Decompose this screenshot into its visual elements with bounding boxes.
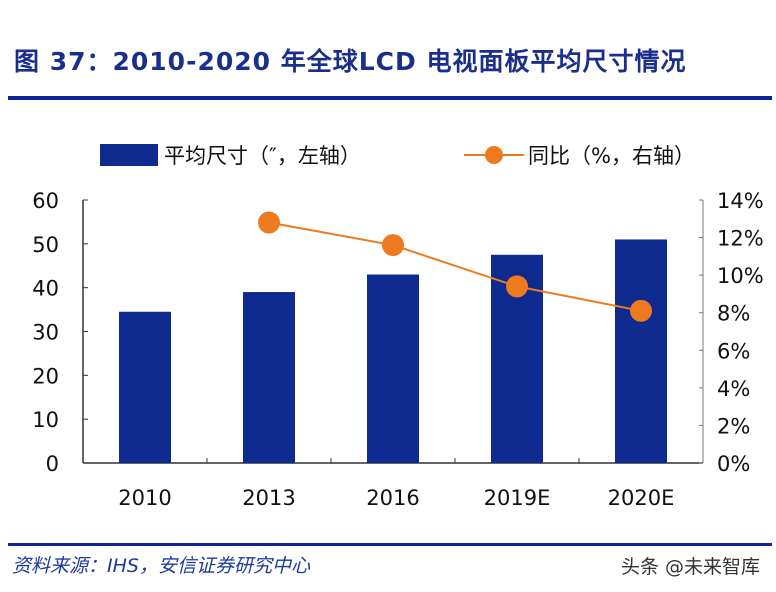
x-tick-label: 2013 xyxy=(242,486,295,510)
right-tick-label: 0% xyxy=(717,452,750,476)
right-tick-label: 8% xyxy=(717,302,750,326)
chart-title: 图 37：2010-2020 年全球LCD 电视面板平均尺寸情况 xyxy=(14,47,687,76)
legend-item-bar: 平均尺寸（″，左轴） xyxy=(100,140,361,170)
right-tick-label: 14% xyxy=(717,189,764,213)
right-tick-label: 6% xyxy=(717,339,750,363)
x-tick-label: 2016 xyxy=(366,486,419,510)
bar-2020E xyxy=(615,239,667,463)
bar-2016 xyxy=(367,274,419,463)
right-tick-label: 12% xyxy=(717,227,764,251)
x-tick-label: 2010 xyxy=(118,486,171,510)
yoy-point xyxy=(382,234,404,257)
chart-plot: 0 10 20 30 40 50 60 0% 2% 4% 6% 8% 10% 12% 14% 2010 2013… xyxy=(32,189,764,510)
left-tick-label: 40 xyxy=(32,277,59,301)
legend-line-swatch xyxy=(464,146,524,164)
right-tick-label: 2% xyxy=(717,414,750,438)
legend-line-label: 同比（%，右轴） xyxy=(528,144,695,168)
x-tick-label: 2019E xyxy=(484,486,551,510)
bar-2010 xyxy=(119,311,171,463)
bar-2013 xyxy=(243,292,295,463)
left-tick-label: 20 xyxy=(32,364,59,388)
right-tick-label: 4% xyxy=(717,377,750,401)
left-tick-label: 50 xyxy=(32,233,59,257)
yoy-point xyxy=(630,299,652,322)
legend-item-line: 同比（%，右轴） xyxy=(464,140,695,170)
x-tick-label: 2020E xyxy=(608,486,675,510)
left-tick-label: 10 xyxy=(32,408,59,432)
title-divider xyxy=(8,96,772,100)
left-tick-label: 30 xyxy=(32,321,59,345)
left-tick-label: 60 xyxy=(32,189,59,213)
yoy-point xyxy=(506,275,528,298)
yoy-line xyxy=(268,221,642,312)
legend-bar-swatch xyxy=(100,144,158,166)
right-tick-label: 10% xyxy=(717,264,764,288)
watermark: 头条 @未来智库 xyxy=(620,556,760,578)
source-note: 资料来源：IHS，安信证券研究中心 xyxy=(12,555,310,577)
legend-bar-label: 平均尺寸（″，左轴） xyxy=(164,144,361,168)
left-tick-label: 0 xyxy=(46,452,59,476)
footer-divider xyxy=(8,543,772,546)
yoy-point xyxy=(258,211,280,234)
